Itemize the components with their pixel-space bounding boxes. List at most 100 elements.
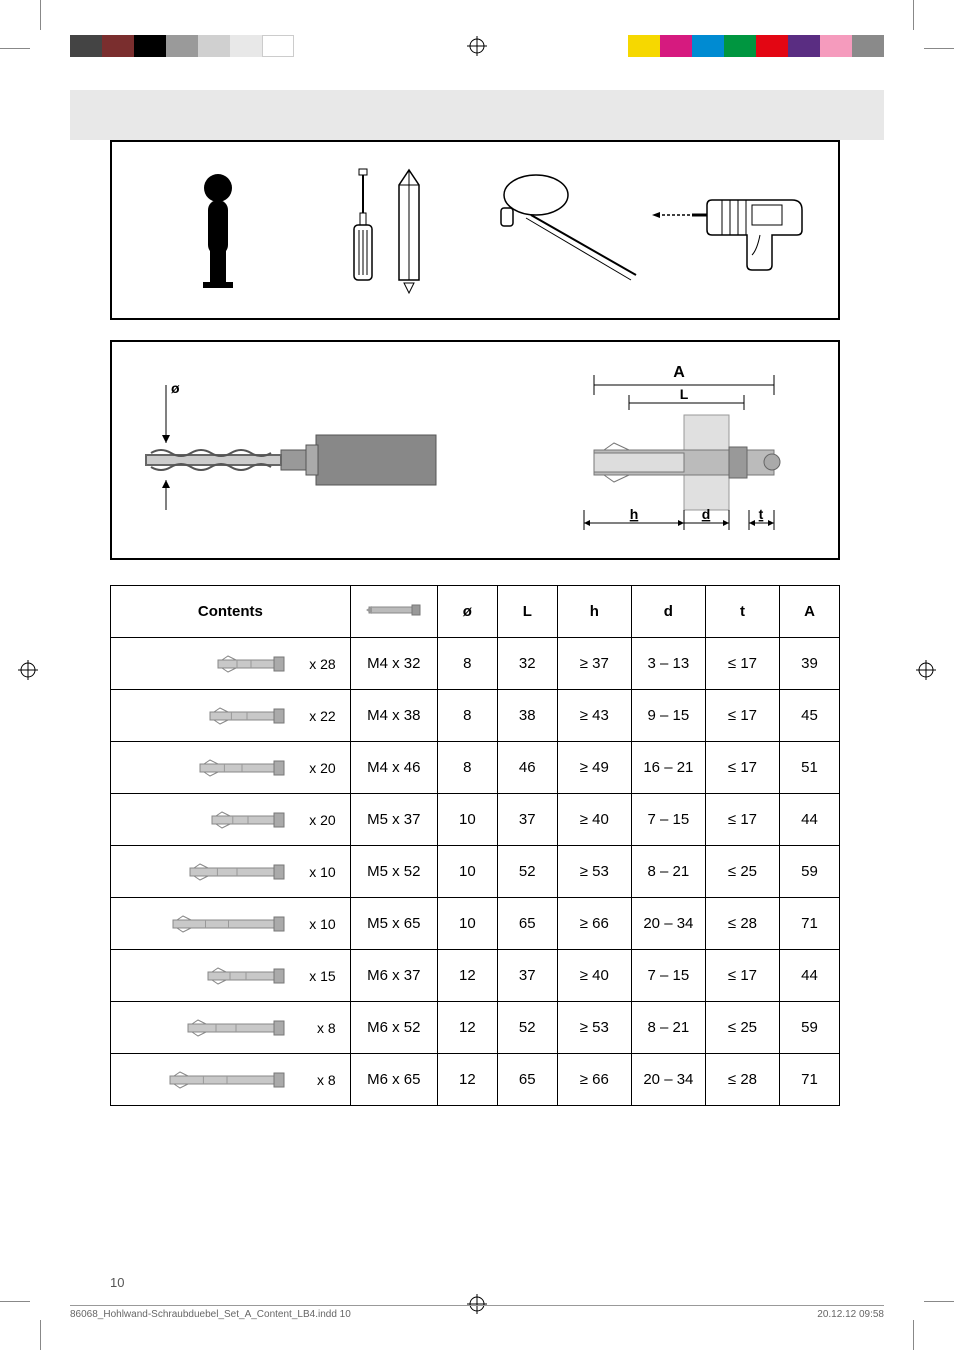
anchor-image [115,808,286,832]
a-cell: 44 [780,794,840,846]
anchor-spec-table: Contents ø L h d t A [110,585,840,1106]
person-icon [132,170,304,290]
anchor-image [115,1068,286,1092]
diameter-label: ø [171,380,180,396]
length-cell: 37 [497,950,557,1002]
table-row: x 28 M4 x 32 8 32 ≥ 37 3 – 13 ≤ 17 39 [111,638,840,690]
anchor-image [115,704,286,728]
diameter-cell: 12 [437,1002,497,1054]
anchor-image [115,1016,286,1040]
anchor-image [115,964,286,988]
page-number: 10 [110,1275,124,1290]
a-cell: 44 [780,950,840,1002]
table-row: x 20 M5 x 37 10 37 ≥ 40 7 – 15 ≤ 17 44 [111,794,840,846]
drill-diameter-diagram: ø [127,357,465,543]
footer-filename: 86068_Hohlwand-Schraubduebel_Set_A_Conte… [70,1309,351,1320]
header-length: L [497,586,557,638]
table-row: x 8 M6 x 65 12 65 ≥ 66 20 – 34 ≤ 28 71 [111,1054,840,1106]
d-cell: 8 – 21 [631,1002,705,1054]
quantity: x 28 [296,656,336,672]
registration-mark [18,660,38,680]
length-cell: 52 [497,1002,557,1054]
tools-illustration-box [110,140,840,320]
h-cell: ≥ 37 [557,638,631,690]
anchor-image [115,912,286,936]
a-cell: 39 [780,638,840,690]
t-cell: ≤ 28 [705,898,779,950]
table-row: x 15 M6 x 37 12 37 ≥ 40 7 – 15 ≤ 17 44 [111,950,840,1002]
t-cell: ≤ 28 [705,1054,779,1106]
h-cell: ≥ 49 [557,742,631,794]
d-cell: 20 – 34 [631,1054,705,1106]
anchor-image [115,756,286,780]
t-cell: ≤ 17 [705,690,779,742]
length-cell: 38 [497,690,557,742]
a-cell: 71 [780,898,840,950]
spec-cell: M4 x 32 [350,638,437,690]
diameter-cell: 10 [437,898,497,950]
spec-cell: M5 x 65 [350,898,437,950]
t-cell: ≤ 17 [705,794,779,846]
length-cell: 65 [497,1054,557,1106]
diameter-cell: 8 [437,638,497,690]
length-cell: 32 [497,638,557,690]
quantity: x 10 [296,864,336,880]
table-row: x 20 M4 x 46 8 46 ≥ 49 16 – 21 ≤ 17 51 [111,742,840,794]
svg-text:A: A [673,364,685,381]
colorbar-left [70,35,294,57]
table-row: x 10 M5 x 52 10 52 ≥ 53 8 – 21 ≤ 25 59 [111,846,840,898]
dimensions-illustration-box: ø [110,340,840,560]
spec-cell: M4 x 46 [350,742,437,794]
length-cell: 52 [497,846,557,898]
h-cell: ≥ 53 [557,1002,631,1054]
a-cell: 51 [780,742,840,794]
d-cell: 7 – 15 [631,950,705,1002]
footer-timestamp: 20.12.12 09:58 [817,1309,884,1320]
diameter-cell: 12 [437,950,497,1002]
quantity: x 20 [296,812,336,828]
spec-cell: M6 x 37 [350,950,437,1002]
h-cell: ≥ 43 [557,690,631,742]
t-cell: ≤ 17 [705,742,779,794]
anchor-image [115,860,286,884]
table-row: x 8 M6 x 52 12 52 ≥ 53 8 – 21 ≤ 25 59 [111,1002,840,1054]
t-cell: ≤ 17 [705,950,779,1002]
header-diameter: ø [437,586,497,638]
table-row: x 10 M5 x 65 10 65 ≥ 66 20 – 34 ≤ 28 71 [111,898,840,950]
diameter-cell: 10 [437,794,497,846]
a-cell: 45 [780,690,840,742]
a-cell: 59 [780,846,840,898]
quantity: x 8 [296,1072,336,1088]
d-cell: 7 – 15 [631,794,705,846]
header-t: t [705,586,779,638]
d-cell: 8 – 21 [631,846,705,898]
registration-mark [467,36,487,56]
colorbar-right [628,35,884,57]
d-cell: 9 – 15 [631,690,705,742]
spec-cell: M5 x 52 [350,846,437,898]
registration-mark [916,660,936,680]
t-cell: ≤ 25 [705,1002,779,1054]
length-cell: 65 [497,898,557,950]
length-cell: 46 [497,742,557,794]
anchor-image [115,652,286,676]
header-grey-block [70,90,884,140]
diameter-cell: 10 [437,846,497,898]
spec-cell: M5 x 37 [350,794,437,846]
diameter-cell: 12 [437,1054,497,1106]
svg-text:t: t [759,506,764,522]
length-cell: 37 [497,794,557,846]
quantity: x 8 [296,1020,336,1036]
anchor-dimensions-diagram: A L [485,357,823,543]
print-footer: 86068_Hohlwand-Schraubduebel_Set_A_Conte… [70,1305,884,1320]
a-cell: 59 [780,1002,840,1054]
quantity: x 22 [296,708,336,724]
d-cell: 16 – 21 [631,742,705,794]
header-contents: Contents [111,586,351,638]
h-cell: ≥ 40 [557,950,631,1002]
d-cell: 3 – 13 [631,638,705,690]
a-cell: 71 [780,1054,840,1106]
header-d: d [631,586,705,638]
diameter-cell: 8 [437,690,497,742]
diameter-cell: 8 [437,742,497,794]
